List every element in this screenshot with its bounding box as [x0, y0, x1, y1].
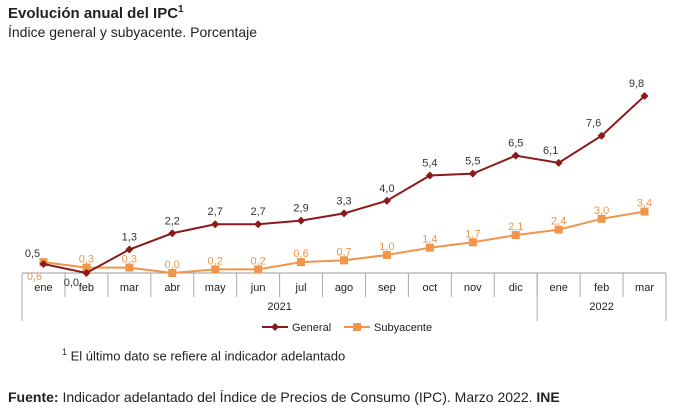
data-label: 9,8 [629, 78, 644, 90]
x-tick-label: feb [594, 282, 609, 294]
data-label: 2,7 [250, 206, 265, 218]
data-label: 0,0 [64, 277, 79, 289]
data-point [640, 207, 649, 216]
footnote: 1 El último dato se refiere al indicador… [62, 347, 346, 364]
data-label: 1,4 [422, 234, 437, 246]
x-tick-label: oct [423, 282, 438, 294]
data-label: 0,6 [293, 248, 308, 260]
data-label: 0,7 [336, 246, 351, 258]
data-point [554, 158, 563, 167]
data-label: 0,3 [79, 254, 94, 266]
data-point [82, 269, 91, 277]
data-point [468, 238, 477, 247]
data-label: 1,3 [122, 232, 137, 244]
data-label: 2,9 [293, 203, 308, 215]
data-label: 0,6 [27, 271, 42, 283]
data-point [468, 169, 477, 178]
data-label: 1,0 [379, 241, 394, 253]
legend-marker [353, 323, 361, 331]
data-label: 7,6 [586, 118, 601, 130]
data-label: 3,0 [594, 205, 609, 217]
data-label: 2,1 [508, 221, 523, 233]
x-tick-label: jul [295, 282, 307, 294]
data-point [597, 131, 606, 140]
x-tick-label: ago [335, 282, 353, 294]
data-label: 0,2 [208, 255, 223, 267]
data-point [254, 220, 263, 229]
data-label: 2,7 [208, 206, 223, 218]
data-point [382, 196, 391, 205]
source: Fuente: Indicador adelantado del Índice … [8, 389, 560, 405]
year-label: 2022 [589, 301, 613, 313]
x-tick-label: dic [509, 282, 524, 294]
data-label: 0,0 [165, 259, 180, 271]
data-label: 2,2 [165, 215, 180, 227]
legend-marker [271, 323, 279, 331]
data-point [168, 229, 177, 238]
chart-subtitle: Índice general y subyacente. Porcentaje [8, 24, 258, 40]
data-label: 5,5 [465, 156, 480, 168]
data-point [511, 231, 520, 240]
legend-label: Subyacente [374, 322, 432, 334]
data-point [168, 269, 177, 277]
data-point [597, 214, 606, 223]
x-tick-label: mar [120, 282, 139, 294]
data-point [125, 263, 134, 272]
x-tick-label: mar [635, 282, 654, 294]
x-tick-label: sep [378, 282, 396, 294]
data-label: 3,4 [637, 198, 652, 210]
x-tick-label: nov [464, 282, 482, 294]
x-tick-label: may [205, 282, 226, 294]
data-point [340, 256, 348, 265]
data-label: 2,4 [551, 216, 566, 228]
data-point [382, 250, 391, 259]
legend-label: General [292, 322, 331, 334]
year-label: 2021 [267, 301, 291, 313]
data-point [425, 171, 434, 180]
data-point [125, 245, 134, 254]
x-tick-label: ene [34, 282, 52, 294]
data-point [511, 151, 520, 160]
data-point [254, 265, 263, 274]
line-chart: ene feb mar abr may jun jul ago sep oct nov dic ene f… [21, 78, 667, 334]
data-point [554, 225, 563, 234]
data-label: 0,5 [25, 248, 40, 260]
data-point [640, 92, 649, 100]
x-tick-label: ene [549, 282, 567, 294]
data-label: 5,4 [422, 157, 437, 169]
data-point [211, 265, 220, 274]
data-label: 6,1 [543, 145, 558, 157]
data-label: 6,5 [508, 138, 523, 150]
data-label: 0,2 [250, 255, 265, 267]
data-point [82, 263, 91, 272]
data-point [211, 220, 220, 229]
data-label: 3,3 [336, 195, 351, 207]
x-tick-label: abr [164, 282, 180, 294]
data-label: 1,7 [465, 228, 480, 240]
chart-title: Evolución anual del IPC1 [8, 4, 184, 22]
data-point [39, 259, 48, 268]
data-point [340, 209, 348, 218]
x-tick-label: feb [79, 282, 94, 294]
data-point [425, 243, 434, 252]
x-tick-label: jun [250, 282, 266, 294]
data-label: 0,3 [122, 254, 137, 266]
data-label: 4,0 [379, 183, 394, 195]
data-point [297, 216, 306, 225]
data-point [297, 258, 306, 267]
